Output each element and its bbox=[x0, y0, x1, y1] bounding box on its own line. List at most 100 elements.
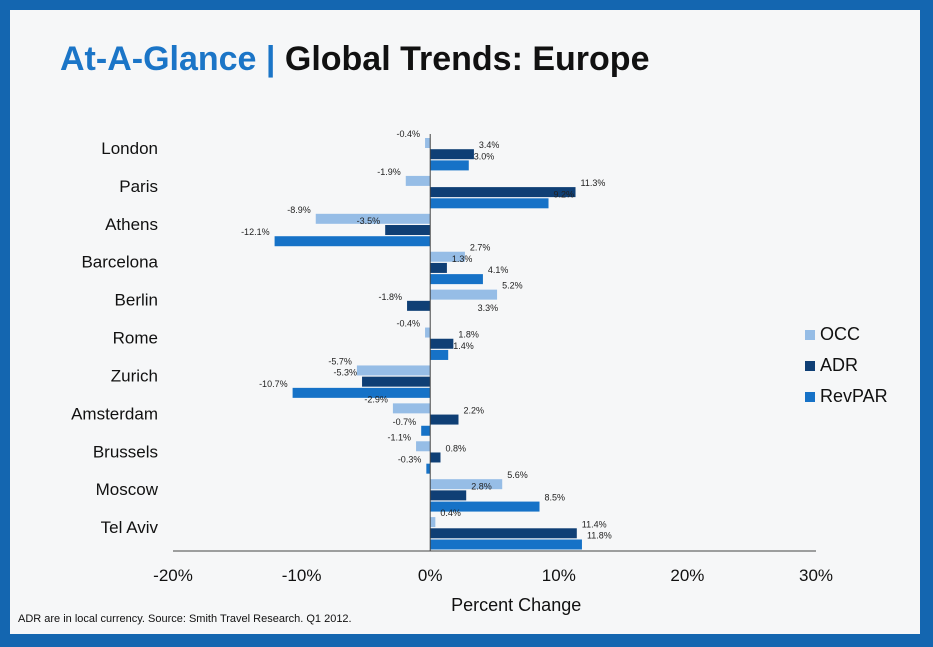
data-label-adr-6: -5.3% bbox=[334, 368, 358, 378]
bar-revpar-3 bbox=[430, 274, 483, 285]
category-label-berlin: Berlin bbox=[115, 291, 158, 310]
data-label-revpar-0: 3.0% bbox=[474, 151, 495, 161]
data-label-occ-9: 5.6% bbox=[507, 470, 528, 480]
data-label-occ-7: -2.9% bbox=[364, 394, 388, 404]
bar-occ-2 bbox=[315, 213, 431, 224]
bar-occ-10 bbox=[430, 517, 436, 528]
bar-revpar-5 bbox=[430, 349, 449, 360]
data-label-revpar-5: 1.4% bbox=[453, 341, 474, 351]
data-label-occ-3: 2.7% bbox=[470, 243, 491, 253]
data-label-occ-5: -0.4% bbox=[397, 319, 421, 329]
data-label-adr-10: 11.4% bbox=[582, 519, 607, 529]
bar-adr-7 bbox=[430, 414, 459, 425]
bar-adr-6 bbox=[362, 376, 431, 387]
x-tick-label: 10% bbox=[542, 566, 576, 585]
data-label-occ-0: -0.4% bbox=[397, 129, 421, 139]
chart-bars bbox=[274, 138, 582, 550]
category-label-athens: Athens bbox=[105, 215, 158, 234]
bar-occ-3 bbox=[430, 251, 465, 262]
category-label-paris: Paris bbox=[119, 177, 158, 196]
x-tick-label: -10% bbox=[282, 566, 322, 585]
legend-label-adr: ADR bbox=[820, 355, 858, 375]
data-label-adr-9: 2.8% bbox=[471, 481, 492, 491]
data-label-occ-8: -1.1% bbox=[388, 432, 412, 442]
x-tick-label: 20% bbox=[670, 566, 704, 585]
category-labels: London Paris Athens Barcelona Berlin Rome Zuri… bbox=[71, 139, 159, 537]
bar-occ-7 bbox=[392, 403, 431, 414]
category-label-rome: Rome bbox=[113, 329, 158, 348]
data-label-occ-6: -5.7% bbox=[328, 356, 352, 366]
data-label-occ-1: -1.9% bbox=[377, 167, 401, 177]
bar-revpar-9 bbox=[430, 501, 540, 512]
bar-adr-9 bbox=[430, 490, 467, 501]
bar-chart: -0.4% 3.4%3.0% -1.9% 11.3% 9.2% -8.9% -3.5% -12… bbox=[71, 129, 888, 615]
data-label-revpar-4: 3.3% bbox=[478, 303, 499, 313]
data-label-revpar-7: -0.7% bbox=[393, 417, 417, 427]
category-label-barcelona: Barcelona bbox=[81, 253, 158, 272]
data-label-adr-7: 2.2% bbox=[463, 406, 484, 416]
bar-adr-3 bbox=[430, 262, 447, 273]
bar-occ-4 bbox=[430, 289, 498, 300]
category-label-london: London bbox=[101, 139, 158, 158]
data-label-adr-3: 1.3% bbox=[452, 254, 473, 264]
data-label-revpar-10: 11.8% bbox=[587, 530, 612, 540]
legend-label-occ: OCC bbox=[820, 324, 860, 344]
x-axis-title: Percent Change bbox=[451, 595, 581, 615]
category-label-brussels: Brussels bbox=[93, 442, 158, 461]
bar-revpar-1 bbox=[430, 198, 549, 209]
bar-occ-5 bbox=[425, 327, 431, 338]
category-label-moscow: Moscow bbox=[96, 480, 159, 499]
data-label-occ-10: 0.4% bbox=[440, 508, 461, 518]
chart-legend: OCC ADR RevPAR bbox=[805, 324, 888, 406]
category-label-zurich: Zurich bbox=[111, 366, 158, 385]
data-label-adr-8: 0.8% bbox=[445, 443, 466, 453]
data-label-adr-5: 1.8% bbox=[458, 330, 479, 340]
category-label-amsterdam: Amsterdam bbox=[71, 404, 158, 423]
data-label-revpar-9: 8.5% bbox=[545, 493, 566, 503]
bar-revpar-10 bbox=[430, 539, 582, 550]
source-note: ADR are in local currency. Source: Smith… bbox=[18, 613, 352, 625]
bar-adr-10 bbox=[430, 528, 577, 539]
bar-occ-6 bbox=[356, 365, 431, 376]
data-label-revpar-1: 9.2% bbox=[554, 189, 575, 199]
bar-revpar-7 bbox=[421, 425, 431, 436]
data-label-revpar-6: -10.7% bbox=[259, 379, 288, 389]
title-part-black: Global Trends: Europe bbox=[275, 40, 650, 78]
data-label-occ-4: 5.2% bbox=[502, 281, 523, 291]
data-label-adr-2: -3.5% bbox=[357, 216, 381, 226]
bar-adr-8 bbox=[430, 452, 441, 463]
bar-occ-1 bbox=[405, 175, 431, 186]
bar-adr-5 bbox=[430, 338, 454, 349]
x-tick-label: -20% bbox=[153, 566, 193, 585]
legend-label-revpar: RevPAR bbox=[820, 386, 888, 406]
bar-occ-9 bbox=[430, 479, 503, 490]
data-label-adr-0: 3.4% bbox=[479, 140, 500, 150]
bar-revpar-6 bbox=[292, 387, 431, 398]
legend-swatch-adr bbox=[805, 361, 815, 371]
bar-adr-4 bbox=[407, 300, 431, 311]
data-label-adr-4: -1.8% bbox=[379, 292, 403, 302]
bar-revpar-0 bbox=[430, 160, 469, 171]
x-tick-label: 30% bbox=[799, 566, 833, 585]
legend-swatch-revpar bbox=[805, 392, 815, 402]
page-title: At-A-Glance | Global Trends: Europe bbox=[60, 40, 649, 79]
x-tick-label: 0% bbox=[418, 566, 443, 585]
bar-occ-0 bbox=[425, 138, 431, 148]
chart-data-labels: -0.4% 3.4%3.0% -1.9% 11.3% 9.2% -8.9% -3.5% -12… bbox=[241, 129, 612, 540]
bar-adr-1 bbox=[430, 187, 576, 198]
legend-swatch-occ bbox=[805, 330, 815, 340]
slide-frame: At-A-Glance | Global Trends: Europe -0.4… bbox=[10, 10, 920, 634]
data-label-occ-2: -8.9% bbox=[287, 205, 311, 215]
title-part-blue: At-A-Glance | bbox=[60, 40, 276, 78]
data-label-revpar-8: -0.3% bbox=[398, 455, 422, 465]
bar-revpar-8 bbox=[426, 463, 431, 474]
category-label-tel-aviv: Tel Aviv bbox=[101, 518, 159, 537]
data-label-revpar-3: 4.1% bbox=[488, 265, 509, 275]
data-label-adr-1: 11.3% bbox=[581, 178, 606, 188]
bar-adr-2 bbox=[385, 225, 431, 236]
bar-adr-0 bbox=[430, 149, 474, 160]
bar-revpar-2 bbox=[274, 236, 431, 247]
data-label-revpar-2: -12.1% bbox=[241, 227, 270, 237]
bar-occ-8 bbox=[416, 441, 431, 452]
chart-axes: -20% -10% 0% 10% 20% 30% Percent Change bbox=[153, 134, 833, 615]
